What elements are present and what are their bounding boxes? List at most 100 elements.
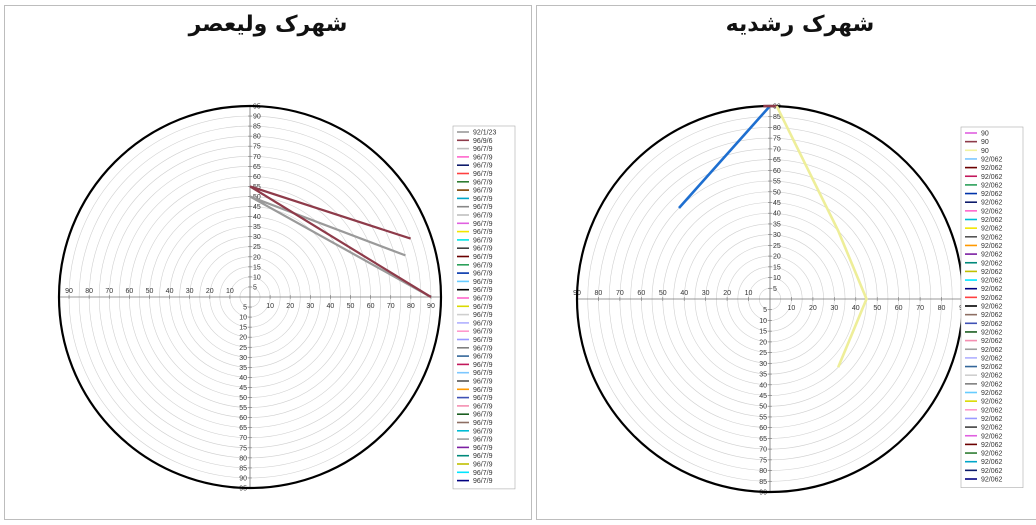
tick-label: 60: [239, 415, 247, 422]
legend-label: 96/7/9: [473, 304, 493, 311]
legend-label: 96/7/9: [473, 246, 493, 253]
legend-label: 92/062: [981, 243, 1003, 250]
tick-label: 80: [773, 125, 781, 132]
tick-label: 75: [773, 136, 781, 143]
legend-label: 92/062: [981, 156, 1003, 163]
legend-label: 92/062: [981, 226, 1003, 233]
legend-label: 92/062: [981, 208, 1003, 215]
tick-label: 65: [253, 164, 261, 171]
legend-label: 92/062: [981, 390, 1003, 397]
tick-label: 15: [759, 329, 767, 336]
legend-label: 96/7/9: [473, 179, 493, 186]
legend-label: 92/062: [981, 304, 1003, 311]
tick-label: 50: [146, 288, 154, 295]
legend-label: 92/062: [981, 425, 1003, 432]
tick-label: 20: [286, 303, 294, 310]
legend-label: 92/062: [981, 217, 1003, 224]
tick-label: 10: [239, 315, 247, 322]
tick-label: 60: [637, 290, 645, 297]
legend-label: 96/7/9: [473, 312, 493, 319]
tick-label: 5: [763, 307, 767, 314]
tick-label: 50: [239, 395, 247, 402]
legend-label: 96/7/9: [473, 420, 493, 427]
tick-label: 90: [253, 114, 261, 121]
tick-label: 40: [852, 305, 860, 312]
tick-label: 90: [239, 475, 247, 482]
tick-label: 80: [407, 303, 415, 310]
horizontal-tick-labels: 10 10 20 20 30 30 40 40 50 50 60 60 70 70 80 80 90 90: [65, 288, 435, 310]
tick-label: 10: [226, 288, 234, 295]
tick-label: 75: [253, 144, 261, 151]
legend-label: 92/062: [981, 442, 1003, 449]
tick-label: 90: [65, 288, 73, 295]
tick-label: 25: [253, 244, 261, 251]
tick-label: 30: [253, 234, 261, 241]
legend-label: 92/062: [981, 347, 1003, 354]
tick-label: 15: [253, 264, 261, 271]
chart-title: شهرک ولیعصر: [188, 12, 348, 37]
chart-panel-roshdieh: شهرک رشدیه 5 5 10 10 15 15 20 20 25 25 30 30 35 35 40 4…: [536, 5, 1036, 520]
legend-label: 96/7/9: [473, 204, 493, 211]
series-line-0: [678, 105, 771, 209]
legend-label: 92/062: [981, 260, 1003, 267]
legend-label: 92/062: [981, 286, 1003, 293]
tick-label: 70: [387, 303, 395, 310]
legend-label: 96/7/9: [473, 254, 493, 261]
legend-label: 92/062: [981, 329, 1003, 336]
tick-label: 80: [759, 468, 767, 475]
tick-label: 50: [659, 290, 667, 297]
legend-label: 96/7/9: [473, 188, 493, 195]
tick-label: 5: [253, 284, 257, 291]
tick-label: 35: [759, 372, 767, 379]
tick-label: 60: [759, 425, 767, 432]
tick-label: 25: [773, 243, 781, 250]
tick-label: 30: [186, 288, 194, 295]
legend-label: 92/062: [981, 355, 1003, 362]
tick-label: 40: [239, 375, 247, 382]
tick-label: 55: [253, 184, 261, 191]
legend-label: 96/7/9: [473, 395, 493, 402]
legend-label: 96/7/9: [473, 171, 493, 178]
legend-label: 90: [981, 131, 989, 138]
legend-label: 96/7/9: [473, 354, 493, 361]
tick-label: 55: [773, 179, 781, 186]
legend-label: 92/062: [981, 451, 1003, 458]
tick-label: 50: [759, 404, 767, 411]
tick-label: 45: [253, 204, 261, 211]
legend-label: 92/062: [981, 459, 1003, 466]
legend-label: 92/062: [981, 433, 1003, 440]
tick-label: 30: [306, 303, 314, 310]
tick-label: 30: [239, 355, 247, 362]
tick-label: 35: [253, 224, 261, 231]
tick-label: 10: [253, 274, 261, 281]
tick-label: 20: [723, 290, 731, 297]
tick-label: 20: [239, 335, 247, 342]
legend-label: 96/7/9: [473, 337, 493, 344]
tick-label: 70: [616, 290, 624, 297]
legend-label: 92/1/23: [473, 130, 496, 137]
tick-label: 55: [759, 414, 767, 421]
tick-label: 5: [243, 305, 247, 312]
tick-label: 30: [773, 232, 781, 239]
radar-chart-valiasr: 5510101515202025253030353540404545505055…: [57, 104, 516, 493]
legend-label: 92/062: [981, 252, 1003, 259]
vertical-tick-labels: 5510101515202025253030353540404545505055…: [759, 104, 781, 497]
legend-label: 92/062: [981, 373, 1003, 380]
legend-label: 96/7/9: [473, 237, 493, 244]
tick-label: 90: [759, 490, 767, 497]
legend-label: 92/062: [981, 321, 1003, 328]
legend-label: 92/062: [981, 407, 1003, 414]
legend-label: 96/7/9: [473, 478, 493, 485]
legend-label: 92/062: [981, 399, 1003, 406]
tick-label: 45: [759, 393, 767, 400]
tick-label: 60: [253, 174, 261, 181]
tick-label: 80: [938, 305, 946, 312]
tick-label: 75: [759, 457, 767, 464]
tick-label: 35: [239, 365, 247, 372]
tick-label: 10: [788, 305, 796, 312]
tick-label: 40: [166, 288, 174, 295]
legend-label: 92/062: [981, 295, 1003, 302]
series-line-2: [775, 105, 868, 368]
tick-label: 30: [702, 290, 710, 297]
tick-label: 45: [239, 385, 247, 392]
